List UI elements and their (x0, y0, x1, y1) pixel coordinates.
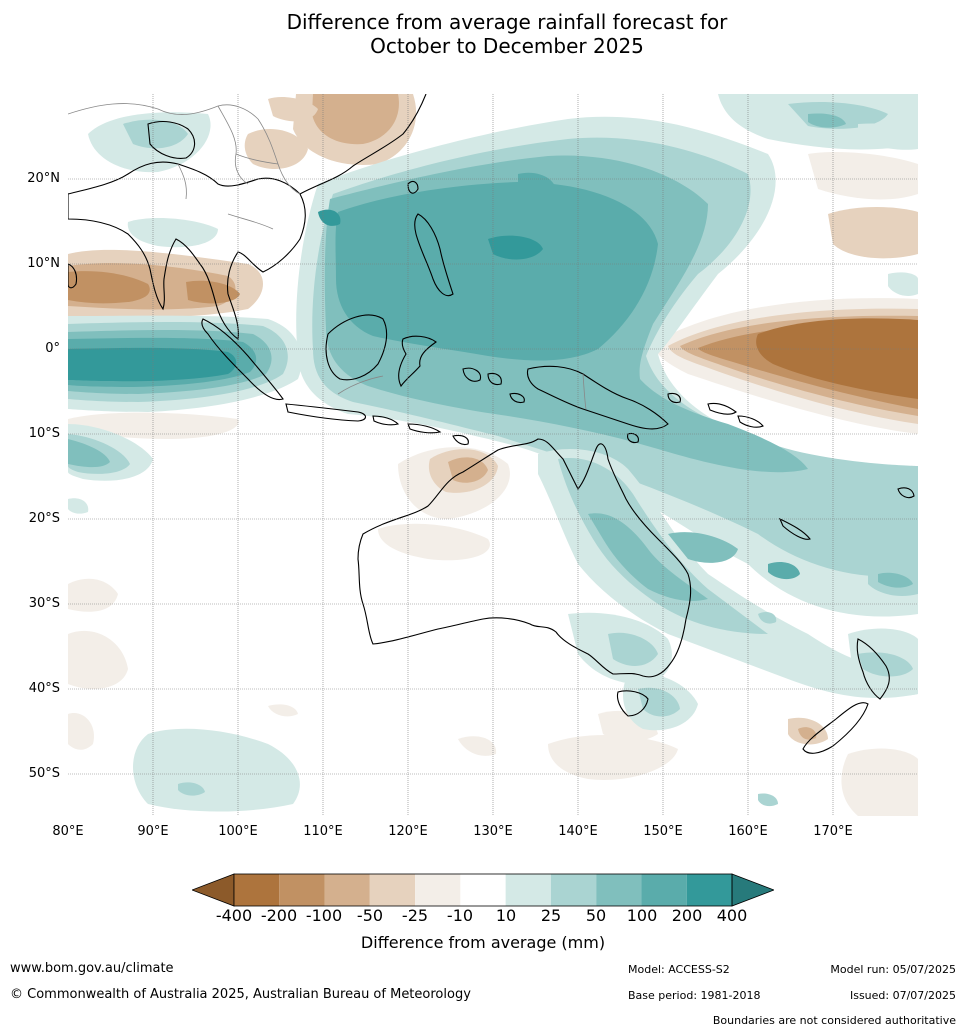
lat-label-50s: 50°S (28, 766, 60, 781)
colorbar-swatch (596, 874, 642, 906)
colorbar-swatch (369, 874, 416, 906)
colorbar-swatch (686, 874, 732, 906)
coastlines (68, 94, 915, 754)
colorbar-tick: 100 (626, 906, 658, 925)
title-line-1: Difference from average rainfall forecas… (286, 10, 728, 34)
website-link[interactable]: www.bom.gov.au/climate (10, 961, 174, 976)
lon-label-160e: 160°E (728, 824, 768, 839)
model-run-date: Model run: 05/07/2025 (830, 963, 956, 976)
colorbar-label: Difference from average (mm) (360, 933, 606, 952)
lat-label-0: 0° (45, 341, 60, 356)
colorbar-tick: -10 (446, 906, 474, 925)
colorbar-swatch (460, 874, 506, 906)
base-period: Base period: 1981-2018 (628, 989, 761, 1002)
chart-title: Difference from average rainfall forecas… (0, 10, 965, 58)
lat-label-10n: 10°N (27, 256, 60, 271)
colorbar-tick: 400 (716, 906, 748, 925)
lon-label-100e: 100°E (218, 824, 258, 839)
lon-label-150e: 150°E (643, 824, 683, 839)
colorbar-tick: -50 (356, 906, 384, 925)
colorbar-swatch (415, 874, 461, 906)
lat-label-20n: 20°N (27, 171, 60, 186)
lon-label-110e: 110°E (303, 824, 343, 839)
colorbar-swatch (324, 874, 370, 906)
lon-label-80e: 80°E (52, 824, 84, 839)
colorbar (190, 873, 776, 907)
colorbar-tick: 50 (585, 906, 607, 925)
lon-label-170e: 170°E (813, 824, 853, 839)
colorbar-tick: 10 (495, 906, 517, 925)
lon-label-140e: 140°E (558, 824, 598, 839)
lon-label-130e: 130°E (473, 824, 513, 839)
colorbar-swatch (641, 874, 687, 906)
lat-label-20s: 20°S (28, 511, 60, 526)
copyright-text: © Commonwealth of Australia 2025, Austra… (10, 987, 471, 1002)
dry-anomaly-regions (68, 94, 918, 816)
colorbar-swatch (731, 873, 776, 907)
colorbar-swatch (550, 874, 597, 906)
lon-label-90e: 90°E (137, 824, 169, 839)
lat-label-30s: 30°S (28, 596, 60, 611)
colorbar-swatch (279, 874, 325, 906)
rainfall-map[interactable] (68, 94, 918, 816)
colorbar-svg (190, 873, 776, 907)
lon-label-120e: 120°E (388, 824, 428, 839)
country-borders (68, 103, 587, 410)
colorbar-swatch (505, 874, 551, 906)
colorbar-tick: -25 (401, 906, 429, 925)
graticule (68, 94, 918, 816)
lat-label-40s: 40°S (28, 681, 60, 696)
model-name: Model: ACCESS-S2 (628, 963, 730, 976)
colorbar-tick: -400 (215, 906, 253, 925)
map-canvas (68, 94, 918, 816)
title-line-2: October to December 2025 (370, 34, 644, 58)
colorbar-swatch (190, 873, 235, 907)
boundaries-disclaimer: Boundaries are not considered authoritat… (712, 1014, 956, 1027)
colorbar-swatch (234, 874, 280, 906)
colorbar-tick: -200 (260, 906, 298, 925)
colorbar-frame (233, 873, 733, 907)
lat-label-10s: 10°S (28, 426, 60, 441)
colorbar-tick: -100 (305, 906, 343, 925)
colorbar-tick: 25 (540, 906, 562, 925)
issued-date: Issued: 07/07/2025 (849, 989, 956, 1002)
wet-anomaly-regions (68, 94, 918, 812)
colorbar-tick: 200 (671, 906, 703, 925)
